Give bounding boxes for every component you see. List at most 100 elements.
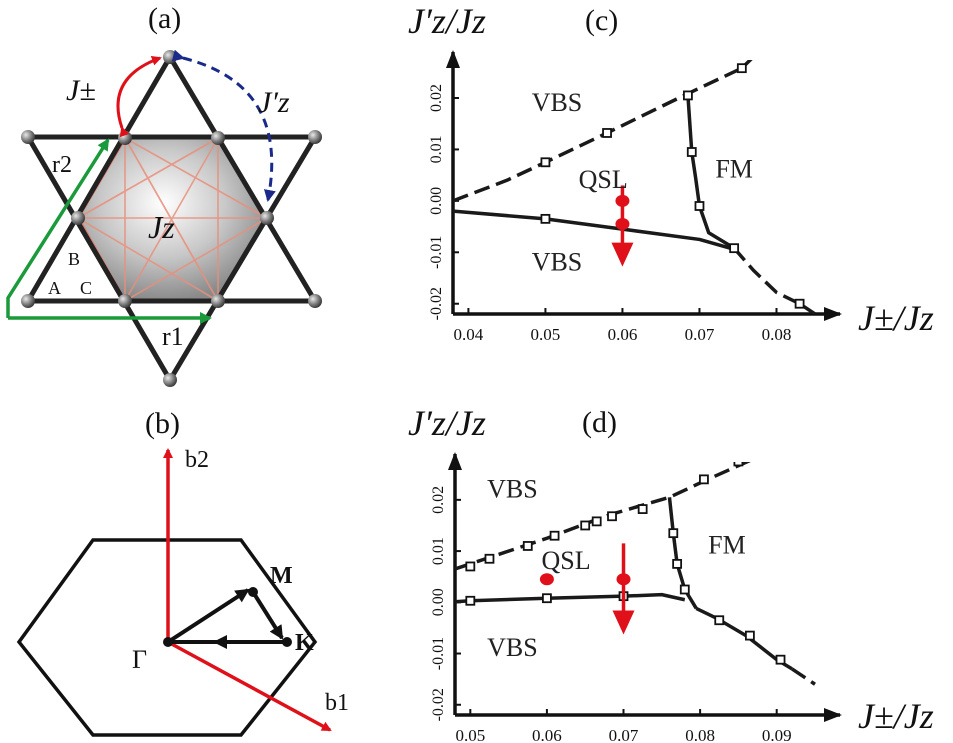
j-pm-arrow	[116, 56, 162, 138]
red-point	[616, 573, 631, 586]
phase-label: VBS	[532, 88, 583, 117]
data-marker	[686, 147, 697, 157]
red-arrow-head	[611, 242, 634, 267]
data-marker	[733, 462, 744, 467]
data-marker	[580, 520, 591, 531]
x-tick-label: 0.08	[685, 726, 715, 743]
data-marker	[775, 654, 786, 665]
phase-boundary-solid	[686, 95, 736, 250]
b1-label: b1	[325, 690, 349, 716]
panel-label-c: (c)	[585, 4, 618, 37]
data-marker	[679, 584, 690, 595]
x-tick-label: 0.08	[762, 325, 792, 344]
y-tick-label: -0.01	[430, 637, 447, 670]
data-marker	[549, 530, 560, 541]
x-tick-label: 0.07	[609, 726, 639, 743]
phase-label: VBS	[532, 247, 583, 276]
panel-label-a: (a)	[148, 2, 181, 35]
phase-boundary-solid	[453, 209, 731, 250]
j-pm-label: J±	[66, 74, 96, 107]
b2-label: b2	[185, 447, 209, 473]
data-marker	[465, 595, 476, 606]
data-marker	[714, 615, 725, 626]
phase-boundary-solid	[455, 592, 686, 604]
b1-vector	[167, 640, 332, 732]
r1-label: r1	[162, 322, 184, 351]
y-axis-title-c: J′z/Jz	[408, 1, 486, 41]
red-point	[539, 573, 554, 586]
bz-hexagon	[16, 538, 318, 737]
data-marker	[542, 593, 552, 604]
data-marker	[694, 201, 705, 211]
data-marker	[522, 541, 533, 551]
x-tick-label: 0.05	[531, 325, 561, 344]
y-axis-title-d: J′z/Jz	[408, 403, 486, 443]
x-tick-label: 0.09	[762, 726, 792, 743]
red-point	[615, 194, 630, 207]
phase-boundary-dashed	[791, 667, 816, 686]
m-k-path	[251, 590, 284, 640]
plot-area-d: 0.05 0.06 0.07 0.08 0.09 -0.02 -0.01 0.00 0.01 0.…	[430, 452, 842, 743]
data-marker	[794, 298, 805, 309]
phase-label: QSL	[542, 546, 591, 575]
y-tick-label: -0.01	[428, 236, 445, 269]
data-marker	[729, 243, 740, 254]
x-axis-title-d: J±/Jz	[858, 696, 934, 736]
data-marker	[637, 504, 648, 514]
data-marker	[683, 90, 693, 101]
brillouin-zone-panel: (b) b2 b1 Γ M K	[16, 407, 349, 737]
red-point	[615, 218, 630, 230]
series-group-d	[455, 462, 816, 686]
y-tick-label: 0.02	[428, 84, 445, 112]
y-tick-label: 0.01	[430, 537, 447, 565]
phase-label: FM	[715, 155, 753, 184]
data-marker	[744, 630, 755, 641]
phase-label: QSL	[579, 165, 628, 194]
x-tick-label: 0.06	[532, 726, 562, 743]
y-tick-label: 0.00	[428, 187, 445, 215]
gamma-label: Γ	[132, 645, 147, 674]
data-marker	[602, 128, 612, 138]
y-tick-label: -0.02	[428, 287, 445, 320]
phase-label: FM	[708, 531, 746, 560]
data-marker	[736, 63, 747, 74]
k-point	[282, 637, 292, 647]
gamma-m-path	[166, 588, 250, 644]
y-tick-label: 0.00	[430, 588, 447, 616]
site-c-label: C	[80, 278, 92, 298]
data-marker	[540, 213, 551, 224]
site-b-label: B	[68, 249, 80, 269]
data-marker	[672, 558, 683, 569]
data-marker	[591, 516, 602, 527]
panel-label-d: (d)	[582, 406, 617, 439]
x-tick-label: 0.07	[685, 325, 715, 344]
phase-boundary-dashed	[732, 247, 816, 314]
plot-area-c: 0.04 0.05 0.06 0.07 0.08 -0.02 -0.01 0.00 0.01 0.…	[428, 50, 842, 344]
y-tick-label: 0.01	[428, 135, 445, 163]
data-marker	[465, 561, 476, 572]
jz-label: Jz	[148, 209, 175, 245]
x-tick-label: 0.06	[608, 325, 638, 344]
phase-diagram-c: (c) J′z/Jz J±/Jz 0.04 0.05 0.06 0.07 0.08 -0.…	[408, 1, 934, 344]
phase-diagram-d: (d) J′z/Jz J±/Jz 0.05 0.06 0.07 0.08 0.09 -0.…	[408, 403, 934, 743]
phase-label: VBS	[487, 633, 538, 662]
phase-label: VBS	[487, 474, 538, 503]
jz-prime-label: J′z	[258, 86, 290, 119]
x-tick-label: 0.04	[454, 325, 484, 344]
data-marker	[699, 474, 709, 485]
x-axis-title-c: J±/Jz	[858, 298, 934, 338]
red-arrow-head	[612, 610, 635, 635]
data-marker	[668, 528, 679, 539]
y-tick-label: 0.02	[430, 486, 447, 514]
lattice-panel: (a)	[6, 2, 322, 387]
k-label: K	[295, 630, 314, 656]
data-marker	[607, 511, 617, 522]
r2-label: r2	[52, 152, 72, 178]
x-tick-label: 0.05	[455, 726, 485, 743]
data-marker	[484, 553, 495, 564]
series-group-c	[453, 60, 816, 314]
jz-prime-arrow	[171, 49, 276, 202]
site-a-label: A	[48, 278, 61, 298]
panel-label-b: (b)	[145, 407, 180, 440]
